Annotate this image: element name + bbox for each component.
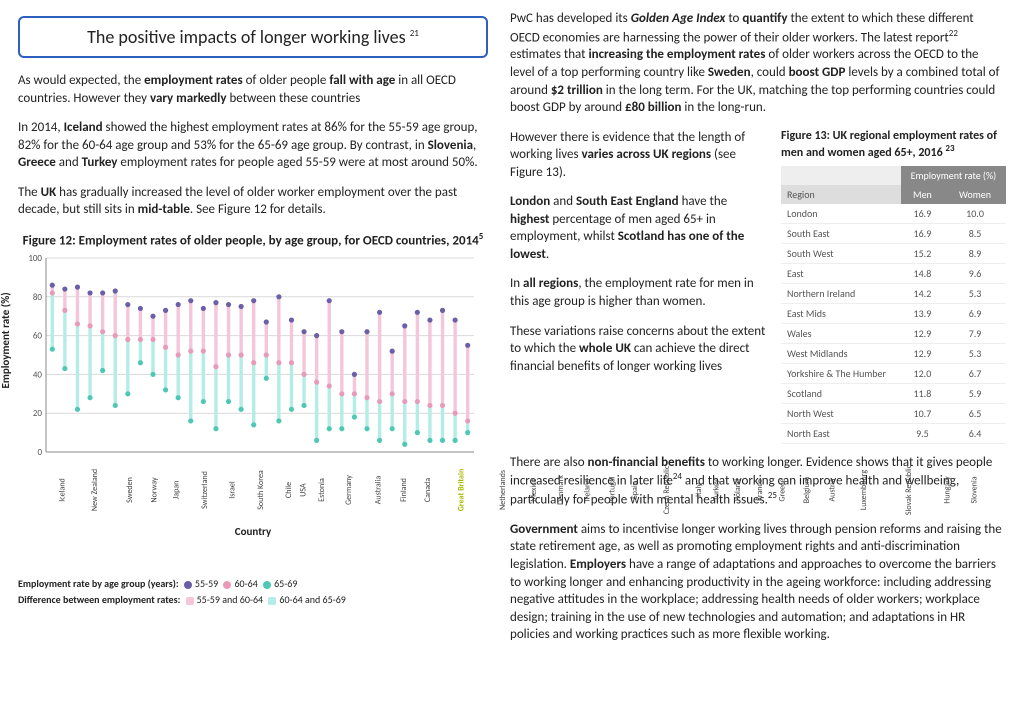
table-row: Yorkshire & The Humber12.06.7 xyxy=(781,363,1006,383)
x-tick: Greece xyxy=(766,466,789,481)
x-tick: Hungary xyxy=(929,466,956,481)
x-tick: Ireland xyxy=(571,466,594,481)
svg-text:0: 0 xyxy=(37,447,42,458)
para-right-2b: London and South East England have the h… xyxy=(510,193,769,263)
para-right-2d: These variations raise concerns about th… xyxy=(510,323,769,376)
x-tick: Norway xyxy=(137,466,162,481)
table-row: London16.910.0 xyxy=(781,204,1006,224)
figure13-table: Employment rate (%) Region Men Women Lon… xyxy=(781,166,1006,444)
x-tick: Spain xyxy=(621,466,639,481)
x-tick: Turkey xyxy=(701,466,722,481)
x-tick: Germany xyxy=(329,466,359,481)
x-tick: Sweden xyxy=(112,466,138,481)
figure12-chart: Employment rate (%) 020406080100 Iceland… xyxy=(18,252,488,532)
table-row: West Midlands12.95.3 xyxy=(781,343,1006,363)
x-tick: Czech Republic xyxy=(638,466,686,481)
table-row: Wales12.97.9 xyxy=(781,323,1006,343)
table-row: North East9.56.4 xyxy=(781,423,1006,443)
x-tick: Italy xyxy=(687,466,701,481)
x-tick: Netherlands xyxy=(478,466,518,481)
x-tick: Finland xyxy=(387,466,411,481)
para-right-4: Government aims to incentivise longer wo… xyxy=(510,521,1006,644)
table-row: East Mids13.96.9 xyxy=(781,303,1006,323)
para-right-1: PwC has developed its Golden Age Index t… xyxy=(510,10,1006,117)
figure13: Figure 13: UK regional employment rates … xyxy=(781,129,1006,444)
table-row: Scotland11.85.9 xyxy=(781,383,1006,403)
x-tick: Canada xyxy=(411,466,435,481)
x-tick: Slovak Republic xyxy=(879,466,929,481)
x-tick: Japan xyxy=(162,466,181,481)
x-tick: Australia xyxy=(359,466,388,481)
x-tick: Slovenia xyxy=(956,466,983,481)
x-tick: Denmark xyxy=(541,466,571,481)
table-row: East14.89.6 xyxy=(781,263,1006,283)
table-row: North West10.76.5 xyxy=(781,403,1006,423)
x-tick: Switzerland xyxy=(181,466,219,481)
table-row: South West15.28.9 xyxy=(781,243,1006,263)
x-tick: Israel xyxy=(219,466,236,481)
x-tick: Chile xyxy=(276,466,292,481)
x-tick: Luxembourg xyxy=(839,466,879,481)
para-left-2: In 2014, Iceland showed the highest empl… xyxy=(18,119,488,172)
x-tick: South Korea xyxy=(236,466,276,481)
x-tick: France xyxy=(744,466,766,481)
svg-text:100: 100 xyxy=(28,253,42,264)
para-left-1: As would expected, the employment rates … xyxy=(18,72,488,107)
x-tick: Estonia xyxy=(305,466,329,481)
svg-text:80: 80 xyxy=(33,292,43,303)
svg-text:20: 20 xyxy=(33,408,43,419)
x-tick: Great Britain xyxy=(435,466,478,481)
para-right-2c: In all regions, the employment rate for … xyxy=(510,275,769,310)
x-tick: Mexico xyxy=(517,466,541,481)
x-tick: Austria xyxy=(816,466,839,481)
figure12-title: Figure 12: Employment rates of older peo… xyxy=(18,231,488,248)
table-row: Northern Ireland14.25.3 xyxy=(781,283,1006,303)
x-tick: Iceland xyxy=(46,466,69,481)
svg-text:40: 40 xyxy=(33,370,43,381)
x-tick: Belgium xyxy=(789,466,815,481)
page-title: The positive impacts of longer working l… xyxy=(18,16,488,58)
x-tick: Portugal xyxy=(594,466,621,481)
x-tick: Poland xyxy=(722,466,744,481)
table-row: South East16.98.5 xyxy=(781,223,1006,243)
chart-legend: Employment rate by age group (years): 55… xyxy=(18,576,488,608)
svg-text:60: 60 xyxy=(33,331,43,342)
x-tick: New Zealand xyxy=(69,466,111,481)
para-right-2a: However there is evidence that the lengt… xyxy=(510,129,769,182)
para-left-3: The UK has gradually increased the level… xyxy=(18,184,488,219)
x-tick: USA xyxy=(292,466,305,481)
